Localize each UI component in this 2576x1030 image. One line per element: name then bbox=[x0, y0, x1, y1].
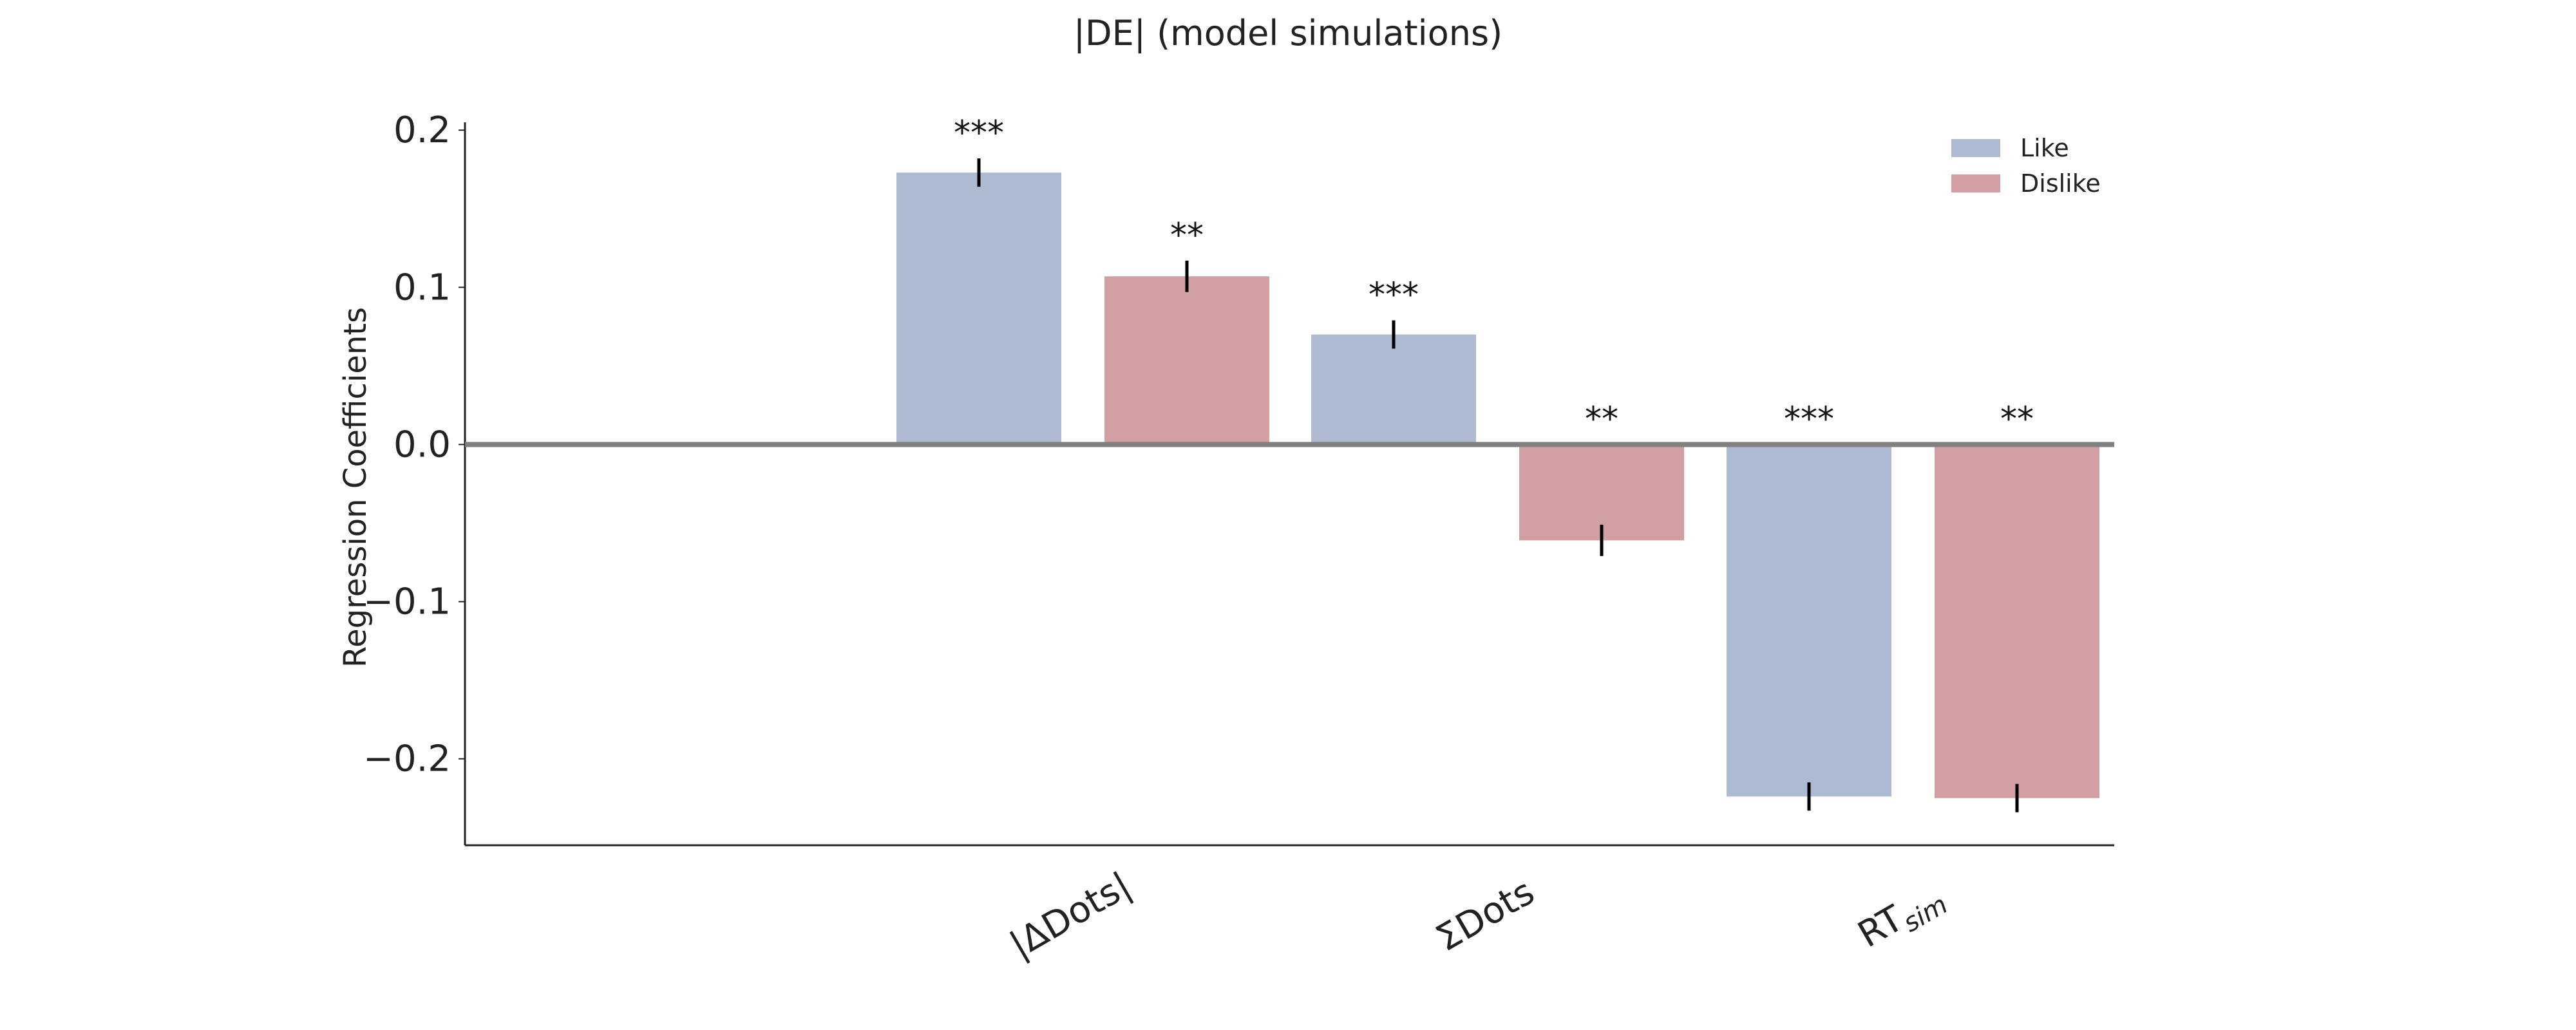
significance-marker: ** bbox=[2000, 400, 2034, 438]
y-tick-label: 0.1 bbox=[393, 267, 451, 308]
x-category-label: |ΔDots| bbox=[1003, 865, 1138, 967]
significance-marker: *** bbox=[1784, 400, 1834, 438]
bar-dislike bbox=[1935, 444, 2099, 798]
x-category-label-group: RTsim bbox=[1851, 875, 1953, 960]
bar-dislike bbox=[1519, 444, 1684, 541]
significance-marker: ** bbox=[1170, 216, 1204, 255]
chart-title: |DE| (model simulations) bbox=[1074, 13, 1502, 53]
legend: Like Dislike bbox=[1951, 134, 2101, 198]
plot-area: −0.2−0.10.00.10.2 ********** *** **|ΔDots| Σ… bbox=[363, 109, 2114, 966]
x-category-label: ΣDots bbox=[1429, 871, 1541, 960]
bar-like bbox=[1727, 444, 1891, 797]
y-tick-label: −0.1 bbox=[363, 581, 451, 623]
significance-marker: ** bbox=[1585, 400, 1618, 438]
bar-like bbox=[1311, 334, 1476, 445]
y-tick-label: −0.2 bbox=[363, 738, 451, 780]
y-axis-label: Regression Coefficients bbox=[337, 307, 374, 668]
significance-marker: *** bbox=[1368, 276, 1419, 315]
legend-swatch-like bbox=[1951, 139, 2000, 157]
x-category-label-group: |ΔDots| bbox=[1003, 865, 1138, 967]
bar-dislike bbox=[1104, 276, 1269, 445]
x-category-label-group: ΣDots bbox=[1429, 871, 1541, 960]
legend-label-like: Like bbox=[2020, 134, 2069, 162]
x-category-label: RTsim bbox=[1851, 875, 1953, 960]
y-tick-label: 0.2 bbox=[393, 109, 451, 151]
y-tick-label: 0.0 bbox=[393, 424, 451, 465]
bar-like bbox=[896, 173, 1061, 445]
legend-swatch-dislike bbox=[1951, 174, 2000, 192]
significance-marker: *** bbox=[954, 114, 1004, 153]
legend-label-dislike: Dislike bbox=[2020, 169, 2101, 198]
